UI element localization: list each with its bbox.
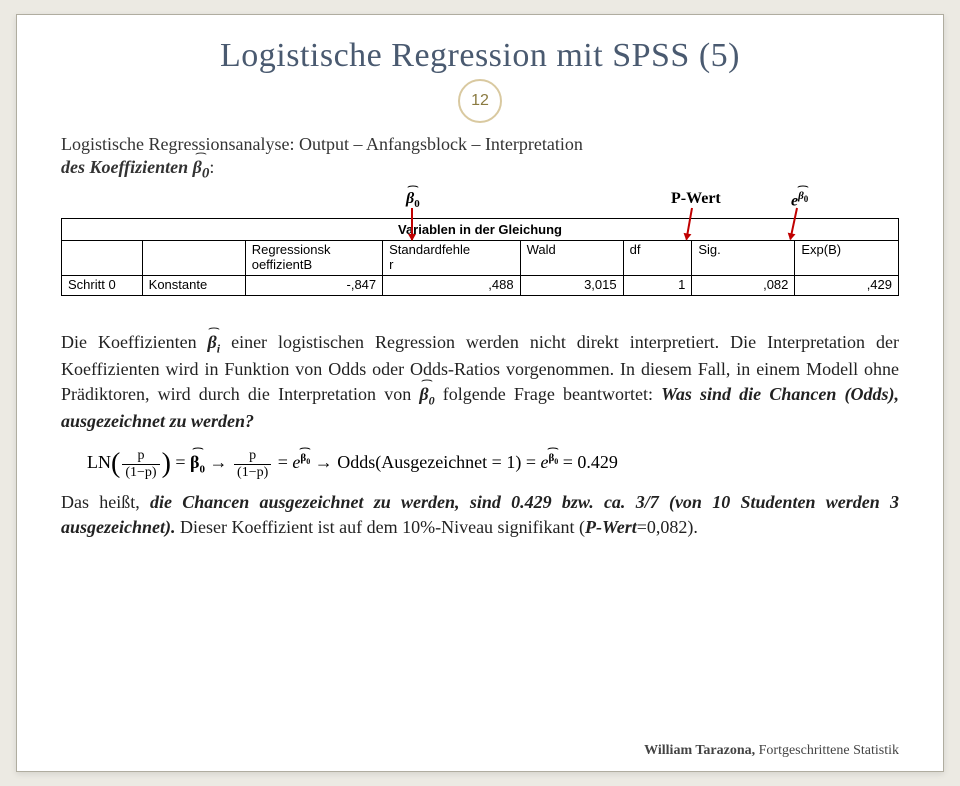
concl-c: Dieser Koeffizient ist auf dem 10%-Nivea… [180,517,585,537]
body-beta0: β0 [419,382,434,409]
spss-val-b: -,847 [245,276,382,295]
spss-rowlabel-step: Schritt 0 [62,276,142,295]
spss-h-se: Standardfehler [383,241,520,275]
spss-val-df: 1 [623,276,692,295]
formula: LN(p(1−p)) = β0 → p(1−p) = eβ0 → Odds(Au… [87,448,899,480]
formula-val: = 0.429 [563,452,618,472]
spss-caption: Variablen in der Gleichung [62,219,898,241]
formula-frac1-num: p [122,449,159,464]
formula-eq2: = [278,452,293,472]
page-number-badge: 12 [458,79,502,123]
spss-table-wrap: Variablen in der Gleichung Regressionsko… [61,218,899,296]
conclusion: Das heißt, die Chancen ausgezeichnet zu … [61,490,899,540]
formula-eq1: = [175,452,190,472]
spss-h-blank1 [62,241,142,275]
lead-line1: Logistische Regressionsanalyse: Output –… [61,134,583,154]
formula-beta0-1: β0 [190,452,205,476]
spss-val-sig: ,082 [692,276,795,295]
spss-data-row: Schritt 0 Konstante -,847 ,488 3,015 1 ,… [62,276,898,295]
concl-e: =0,082). [637,517,698,537]
body-p1a: Die Koeffizienten [61,332,208,352]
footer: William Tarazona, Fortgeschrittene Stati… [644,743,899,759]
formula-frac2-den: (1−p) [234,464,271,480]
formula-arrow2: → [315,452,338,472]
footer-author: William Tarazona, [644,743,758,758]
body-p1c: folgende Frage beantwortet: [443,384,661,404]
spss-h-expb: Exp(B) [795,241,898,275]
spss-header-row: RegressionskoeffizientB Standardfehler W… [62,241,898,275]
body-beta-i: βi [208,330,221,357]
annot-ebeta: eβ0 [791,190,808,210]
spss-h-wald: Wald [520,241,623,275]
spss-h-b: RegressionskoeffizientB [245,241,382,275]
spss-h-blank2 [142,241,245,275]
spss-val-expb: ,429 [795,276,898,295]
lead-beta0: β0 [193,156,210,184]
body-paragraph: Die Koeffizienten βi einer logistischen … [61,330,899,434]
slide-title: Logistische Regression mit SPSS (5) [61,37,899,75]
annotation-row: β0 P-Wert eβ0 [61,184,899,216]
footer-course: Fortgeschrittene Statistik [759,743,899,758]
spss-rowlabel-konst: Konstante [142,276,245,295]
formula-frac2-num: p [234,449,271,464]
spss-val-se: ,488 [383,276,520,295]
lead-colon: : [209,157,214,177]
concl-a: Das heißt, [61,492,150,512]
formula-odds: Odds(Ausgezeichnet = 1) = [337,452,540,472]
lead-text: Logistische Regressionsanalyse: Output –… [61,133,899,184]
spss-h-df: df [623,241,692,275]
pointer-beta0 [411,208,413,240]
formula-arrow1: → [210,452,233,472]
slide: Logistische Regression mit SPSS (5) 12 L… [16,14,944,772]
annot-pwert: P-Wert [671,190,721,208]
formula-ln: LN [87,452,111,472]
concl-pwert: P-Wert [585,517,637,537]
lead-coef-prefix: des Koeffizienten [61,157,193,177]
formula-frac1-den: (1−p) [122,464,159,480]
spss-h-sig: Sig. [692,241,795,275]
spss-val-wald: 3,015 [520,276,623,295]
spss-table: RegressionskoeffizientB Standardfehler W… [62,241,898,295]
